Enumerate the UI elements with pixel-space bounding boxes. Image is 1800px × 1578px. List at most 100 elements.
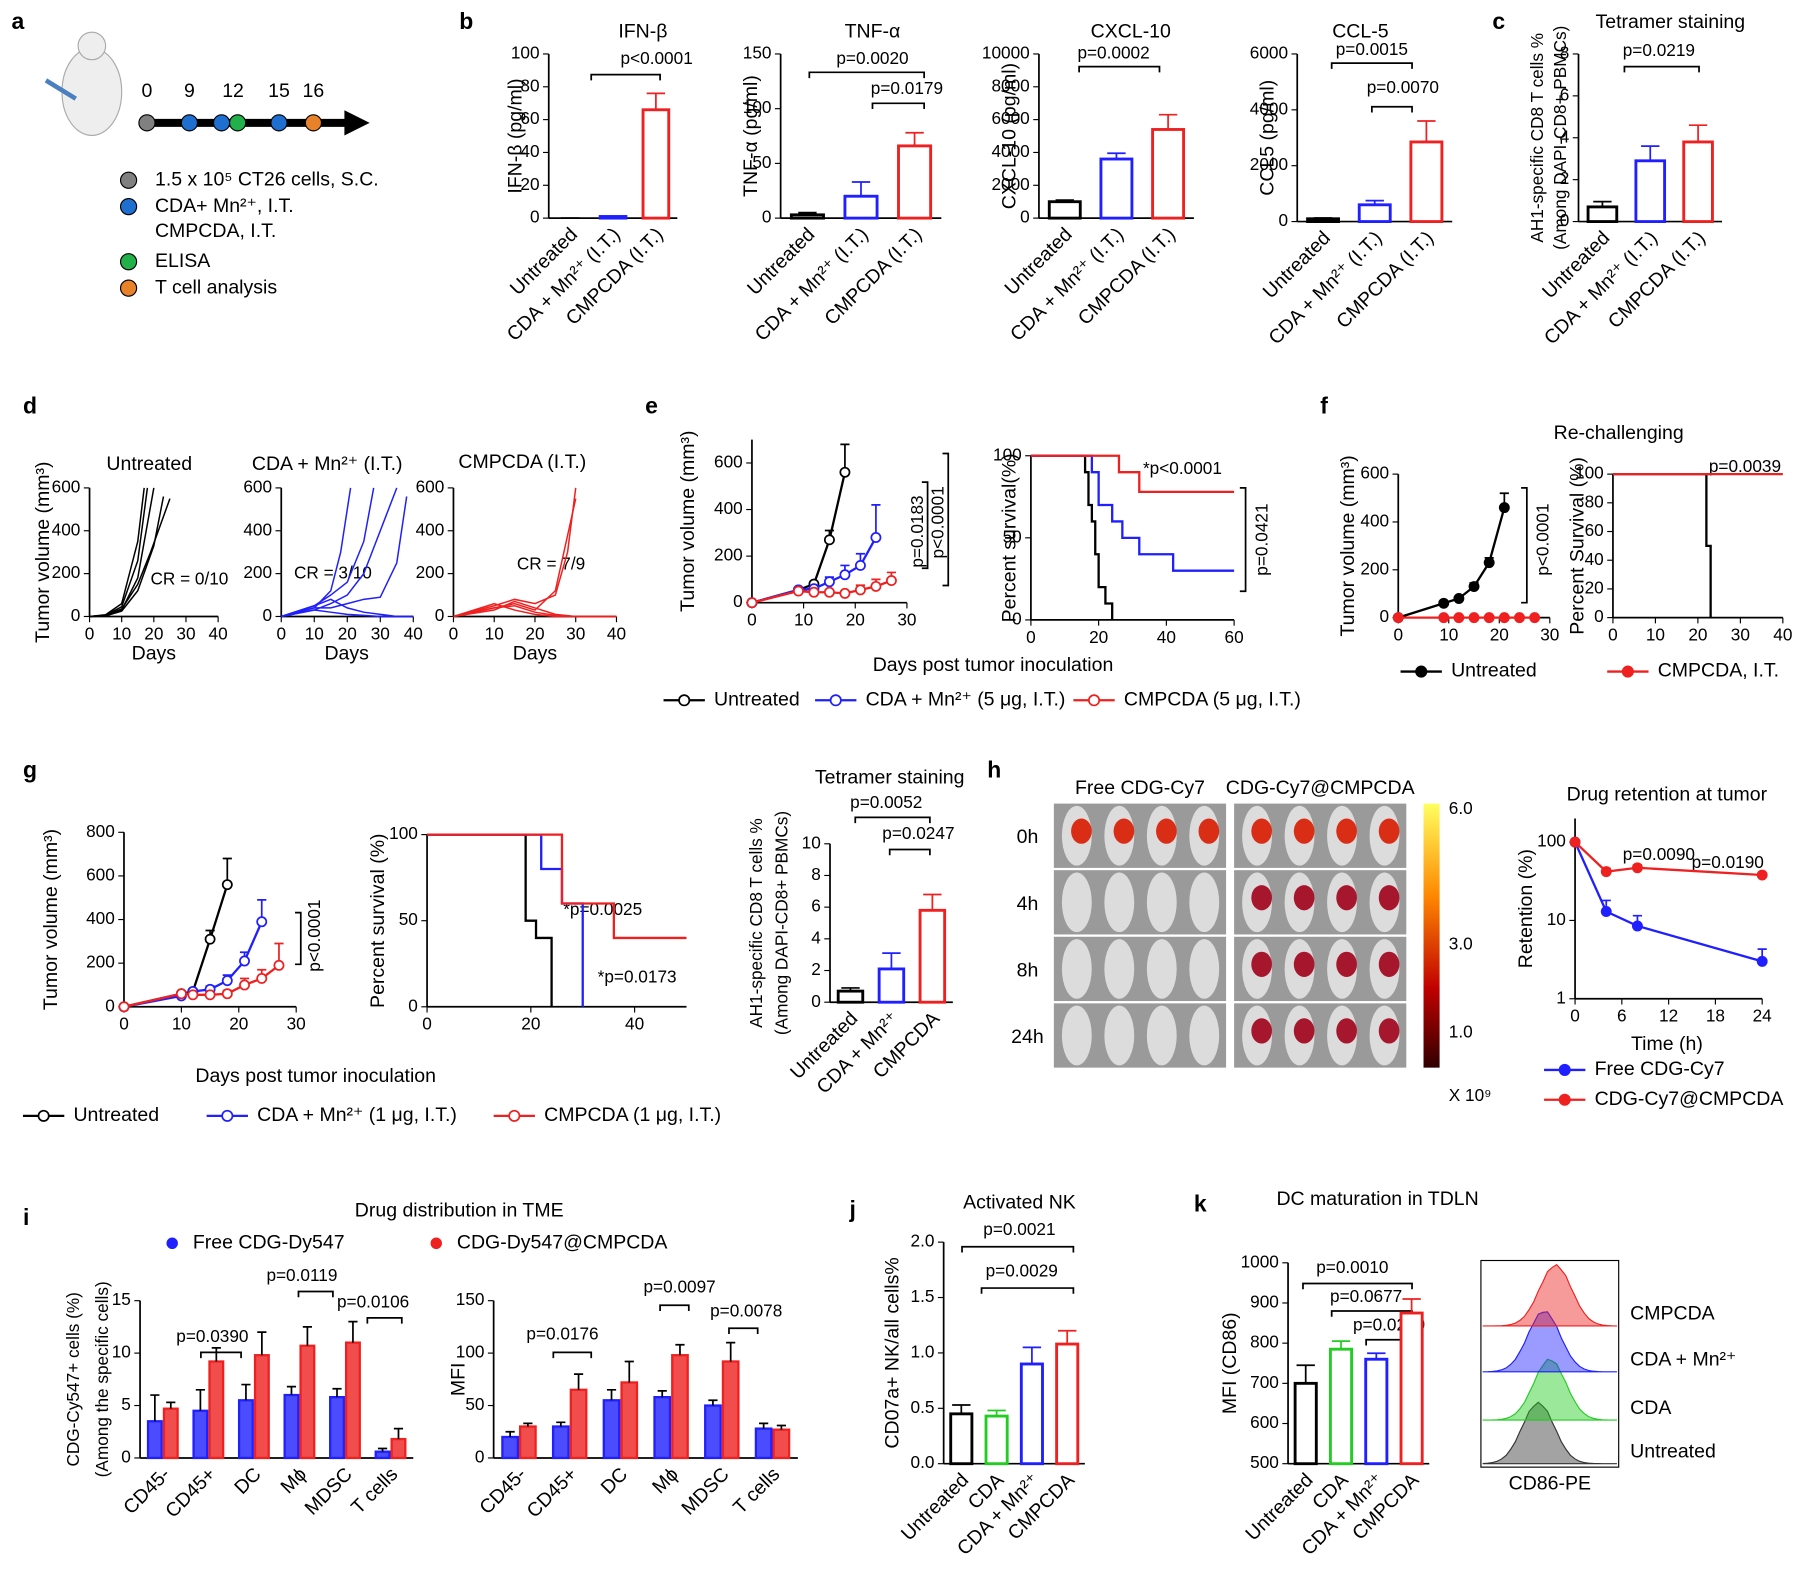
bar bbox=[208, 1360, 225, 1460]
line bbox=[1397, 507, 1506, 619]
y-tick-label: 150 bbox=[743, 43, 772, 63]
histogram-frame bbox=[1480, 1259, 1620, 1468]
time-label: 8h bbox=[1017, 959, 1039, 981]
legend-label: ELISA bbox=[155, 250, 210, 272]
bracket bbox=[942, 452, 950, 587]
bar bbox=[146, 1420, 163, 1460]
x-axis-label: Days bbox=[324, 643, 369, 665]
bar bbox=[1328, 1347, 1354, 1466]
y-tick-label: 0 bbox=[811, 991, 821, 1011]
line bbox=[453, 487, 577, 618]
legend-marker bbox=[508, 1109, 521, 1122]
annotation: p=0.0020 bbox=[836, 48, 908, 68]
y-tick-label: 200 bbox=[52, 562, 81, 582]
x-tick-label: 0 bbox=[119, 1014, 129, 1034]
y-tick-label: 8 bbox=[1560, 43, 1570, 63]
x-axis-label: Days bbox=[513, 643, 558, 665]
x-tick-label: Mϕ bbox=[276, 1463, 311, 1498]
y-tick-label: 0 bbox=[71, 605, 81, 625]
x-tick-label: 40 bbox=[1773, 625, 1792, 645]
bar bbox=[253, 1354, 270, 1460]
bracket bbox=[1302, 1282, 1413, 1290]
y-tick-label: 6000 bbox=[991, 108, 1029, 128]
point bbox=[1498, 502, 1510, 514]
signal bbox=[1113, 818, 1135, 844]
point bbox=[1483, 612, 1495, 624]
bar bbox=[390, 1437, 407, 1460]
annotation: p=0.0070 bbox=[1367, 77, 1439, 97]
signal bbox=[1336, 818, 1357, 844]
x-tick-label: CD45+ bbox=[523, 1463, 582, 1522]
x-tick-label: 40 bbox=[625, 1014, 644, 1034]
point bbox=[239, 979, 250, 991]
histogram-label: CDA bbox=[1630, 1397, 1671, 1419]
bar bbox=[1634, 159, 1667, 223]
y-tick-label: 500 bbox=[1250, 1452, 1279, 1472]
signal bbox=[1251, 1018, 1272, 1044]
y-tick-label: 400 bbox=[1360, 511, 1389, 531]
line bbox=[89, 498, 171, 618]
panel-letter: e bbox=[645, 393, 658, 419]
panel-letter: f bbox=[1320, 393, 1328, 419]
point bbox=[204, 989, 216, 1001]
bar bbox=[897, 144, 933, 220]
error-bar bbox=[150, 1394, 160, 1422]
point bbox=[1600, 906, 1612, 917]
y-tick-label: 100 bbox=[993, 444, 1022, 464]
y-tick-label: 4 bbox=[811, 927, 821, 947]
error-bar bbox=[708, 1399, 718, 1406]
x-tick-label: 0 bbox=[1570, 1006, 1580, 1026]
x-tick-label: CMPCDA (I.T.) bbox=[820, 224, 926, 330]
point bbox=[1453, 612, 1465, 624]
scale-label: 6.0 bbox=[1449, 798, 1473, 818]
y-tick-label: 50 bbox=[752, 152, 771, 172]
annotation: p<0.0001 bbox=[928, 486, 948, 558]
bar bbox=[551, 1425, 570, 1460]
y-tick-label: 80 bbox=[1585, 491, 1604, 511]
legend-label: CMPCDA, I.T. bbox=[155, 220, 276, 242]
point bbox=[1631, 920, 1643, 932]
error-bar bbox=[1593, 200, 1612, 207]
error-bar bbox=[1296, 1364, 1315, 1384]
annotation: *p<0.0001 bbox=[1143, 458, 1222, 478]
annotation: p=0.0090 bbox=[1623, 844, 1695, 864]
x-tick-label: 18 bbox=[1706, 1006, 1725, 1026]
annotation: p=0.0015 bbox=[1336, 39, 1408, 59]
y-axis-label: CDG-Cy547+ cells (%) bbox=[63, 1292, 83, 1466]
chart: 0 2 4 6 8 10 Tetramer staining AH1-specific CD8… bbox=[746, 767, 964, 1099]
x-tick-label: 30 bbox=[897, 610, 916, 630]
line bbox=[281, 487, 375, 618]
x-tick-label: 20 bbox=[1089, 627, 1108, 647]
error-bar bbox=[798, 211, 817, 215]
timeline-dot bbox=[138, 114, 156, 132]
bar bbox=[329, 1395, 345, 1460]
y-tick-label: 2000 bbox=[991, 174, 1029, 194]
error-bar bbox=[882, 952, 901, 969]
bar bbox=[704, 1404, 722, 1460]
y-tick-label: 0 bbox=[1278, 210, 1288, 230]
y-tick-label: 600 bbox=[416, 476, 445, 496]
chart-title: IFN-β bbox=[618, 20, 667, 42]
y-tick-label: 10 bbox=[1547, 909, 1566, 929]
chart: 500 600 700 800 900 1000 k DC maturation in TDL… bbox=[1194, 1188, 1479, 1560]
error-bar bbox=[377, 1447, 388, 1452]
x-tick-label: 20 bbox=[338, 623, 357, 643]
error-bar bbox=[1367, 1352, 1386, 1360]
error-bar bbox=[1641, 145, 1660, 161]
bar bbox=[1682, 140, 1714, 223]
x-tick-label: 0 bbox=[1393, 625, 1403, 645]
x-tick-label: 0 bbox=[85, 623, 95, 643]
point bbox=[823, 586, 835, 598]
panel-letter: d bbox=[23, 393, 37, 419]
x-tick-label: 20 bbox=[144, 623, 163, 643]
y-tick-label: 0 bbox=[408, 995, 418, 1015]
y-tick-label: 100 bbox=[511, 43, 540, 63]
y-axis-label: CXCL-10 (pg/ml) bbox=[998, 63, 1020, 209]
day-label: 15 bbox=[268, 80, 290, 102]
signal bbox=[1293, 818, 1315, 844]
line bbox=[89, 496, 165, 618]
error-bar bbox=[286, 1385, 297, 1396]
mouse bbox=[1104, 1005, 1135, 1066]
mouse bbox=[1146, 872, 1177, 933]
